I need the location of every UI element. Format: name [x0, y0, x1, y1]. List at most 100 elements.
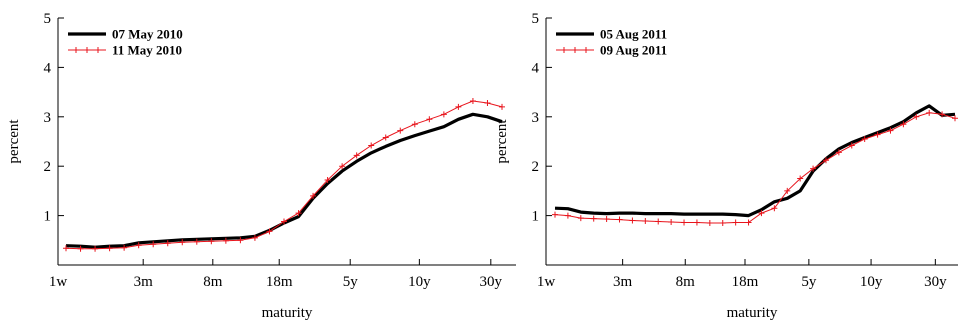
x-tick-label: 1w — [537, 274, 556, 290]
data-point-marker — [237, 237, 244, 244]
series-line — [65, 112, 503, 249]
data-point-marker — [281, 218, 287, 225]
x-tick-label: 3m — [134, 274, 154, 290]
data-point-marker — [310, 192, 317, 199]
data-point-marker — [552, 211, 558, 218]
data-point-marker — [732, 219, 739, 226]
series-1 — [554, 104, 956, 218]
data-point-marker — [771, 205, 778, 212]
y-tick-label: 3 — [532, 110, 540, 126]
legend-label: 05 Aug 2011 — [600, 27, 667, 42]
legend-marker — [561, 47, 567, 53]
series-1 — [65, 112, 503, 249]
x-axis-label: maturity — [262, 305, 313, 321]
y-tick-label: 4 — [44, 60, 52, 76]
legend-entry-2: 09 Aug 2011 — [556, 43, 667, 58]
legend-entry-1: 07 May 2010 — [68, 27, 183, 42]
data-point-marker — [861, 136, 868, 143]
x-tick-label: 10y — [408, 274, 431, 290]
data-point-marker — [426, 116, 433, 123]
data-point-marker — [164, 240, 171, 247]
y-tick-label: 5 — [44, 11, 52, 27]
series-line — [554, 104, 956, 218]
data-point-marker — [745, 219, 752, 226]
legend-label: 09 Aug 2011 — [600, 43, 667, 58]
legend-entry-1: 05 Aug 2011 — [556, 27, 667, 42]
data-point-marker — [952, 115, 958, 122]
data-point-marker — [810, 165, 817, 172]
data-point-marker — [222, 237, 229, 244]
x-tick-label: 5y — [801, 274, 817, 290]
data-point-marker — [484, 99, 491, 106]
x-tick-label: 30y — [924, 274, 947, 290]
data-point-marker — [382, 134, 389, 141]
legend-marker — [583, 47, 589, 53]
data-point-marker — [874, 131, 881, 138]
data-point-marker — [295, 210, 302, 217]
legend-marker — [73, 47, 79, 53]
data-point-marker — [900, 121, 907, 128]
data-point-marker — [848, 142, 855, 149]
data-point-marker — [822, 157, 829, 164]
y-axis-label: percent — [6, 119, 22, 164]
data-point-marker — [603, 216, 610, 223]
data-point-marker — [590, 215, 597, 222]
y-tick-label: 2 — [532, 159, 540, 175]
legend-marker — [95, 47, 101, 53]
data-point-marker — [913, 113, 920, 120]
legend-marker — [84, 47, 90, 53]
y-tick-label: 3 — [44, 110, 52, 126]
x-tick-label: 10y — [860, 274, 883, 290]
data-point-marker — [668, 219, 675, 226]
data-point-marker — [564, 212, 571, 219]
y-axis-label: percent — [494, 119, 510, 164]
x-tick-label: 5y — [343, 274, 359, 290]
chart-panel-2: 1 2 3 4 5 1w 3m 8m 18m 5y 10y 30y maturity percent 05 … — [494, 11, 958, 321]
data-point-marker — [150, 241, 157, 248]
data-point-marker — [655, 218, 662, 225]
x-tick-label: 18m — [732, 274, 759, 290]
data-point-marker — [706, 220, 713, 227]
y-tick-label: 4 — [532, 60, 540, 76]
data-point-marker — [939, 111, 946, 118]
data-point-marker — [926, 109, 933, 116]
x-tick-label: 18m — [266, 274, 293, 290]
x-tick-label: 1w — [49, 274, 68, 290]
data-point-marker — [719, 220, 726, 227]
data-point-marker — [469, 97, 476, 104]
data-point-marker — [629, 217, 636, 224]
x-axis-label: maturity — [727, 305, 778, 321]
data-point-marker — [616, 216, 623, 223]
chart-panel-1: 1 2 3 4 5 1w 3m 8m 18m 5y 10y 30y maturity percent 07 … — [6, 11, 516, 321]
data-point-marker — [179, 239, 186, 246]
data-point-marker — [499, 103, 505, 110]
data-point-marker — [577, 215, 584, 222]
x-tick-label: 30y — [480, 274, 503, 290]
legend-marker — [572, 47, 578, 53]
data-point-marker — [266, 228, 273, 235]
x-tick-label: 8m — [676, 274, 696, 290]
data-point-marker — [324, 177, 331, 184]
series-line — [65, 100, 503, 250]
series-line — [554, 112, 956, 224]
data-point-marker — [193, 238, 200, 245]
data-point-marker — [339, 163, 346, 170]
data-point-marker — [440, 111, 447, 118]
data-point-marker — [642, 218, 649, 225]
data-point-marker — [797, 175, 804, 182]
data-point-marker — [455, 103, 462, 110]
data-point-marker — [135, 242, 142, 249]
data-point-marker — [411, 121, 418, 128]
data-point-marker — [353, 152, 360, 159]
data-point-marker — [63, 245, 69, 252]
x-tick-label: 8m — [203, 274, 223, 290]
data-point-marker — [681, 219, 688, 226]
data-point-marker — [92, 245, 99, 252]
data-point-marker — [121, 244, 128, 251]
data-point-marker — [835, 149, 842, 156]
legend-entry-2: 11 May 2010 — [68, 43, 182, 58]
legend-label: 07 May 2010 — [112, 27, 183, 42]
y-tick-label: 1 — [532, 209, 540, 225]
legend-label: 11 May 2010 — [112, 43, 182, 58]
